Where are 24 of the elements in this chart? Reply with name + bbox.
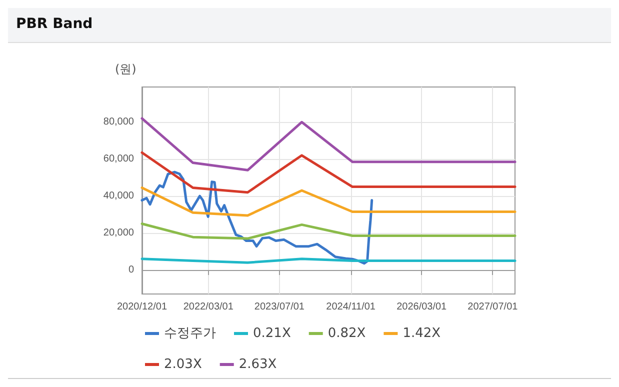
line-series [140,117,516,172]
legend-label: 수정주가 [164,326,216,341]
x-tick-label: 2022/03/01 [183,302,234,312]
x-tick-label: 2020/12/01 [116,302,168,312]
legend-label: 0.21X [253,326,291,341]
y-tick-label: 80,000 [103,116,134,128]
x-tick-label: 2023/07/01 [254,302,305,312]
x-tick-label: 2026/03/01 [396,302,448,312]
legend-label: 2.63X [238,357,277,372]
y-tick-label: 60,000 [103,154,134,165]
y-axis-title: (원) [115,62,136,76]
legend-label: 0.82X [328,326,366,341]
line-series [140,151,516,194]
y-tick-label: 20,000 [103,228,134,239]
y-tick-label: 0 [128,264,134,276]
legend-label: 1.42X [402,326,441,341]
line-series [140,222,516,240]
chart-title: PBR Band [16,16,93,32]
x-tick-label: 2027/07/01 [468,302,518,312]
legend-label: 2.03X [164,357,202,372]
line-series [140,170,374,265]
x-tick-label: 2024/11/01 [326,302,376,312]
y-tick-label: 40,000 [103,190,134,202]
line-series [140,186,516,217]
